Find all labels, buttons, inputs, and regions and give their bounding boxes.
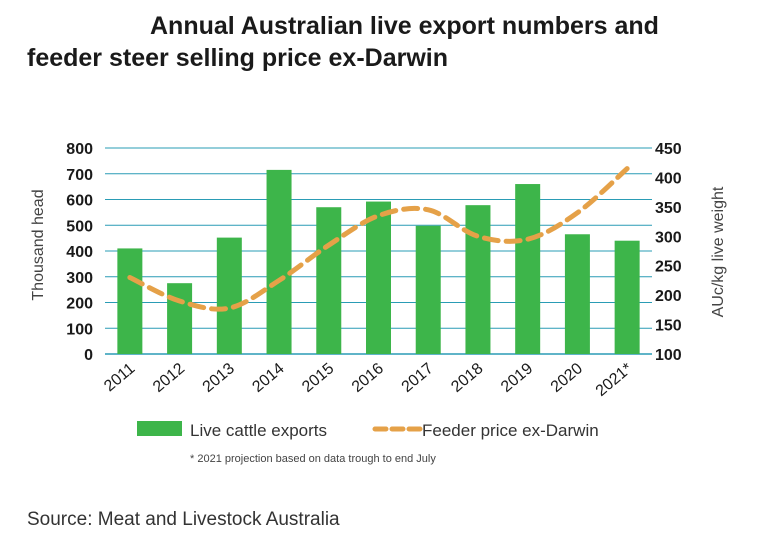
x-tick-label: 2017 bbox=[399, 360, 437, 396]
x-tick-label: 2020 bbox=[548, 360, 586, 396]
left-tick-label: 500 bbox=[66, 218, 93, 235]
bar-2021-proj bbox=[614, 240, 640, 354]
bar-series bbox=[117, 169, 640, 354]
bar-2016 bbox=[366, 201, 391, 354]
left-tick-label: 400 bbox=[66, 244, 93, 261]
x-axis-ticks: 2011 2012 2013 2014 2015 2016 2017 2018 2019 2020… bbox=[101, 360, 636, 400]
x-tick-label: 2021* bbox=[593, 360, 636, 400]
gridlines bbox=[105, 147, 652, 355]
legend-label-line: Feeder price ex-Darwin bbox=[422, 421, 599, 440]
right-tick-label: 400 bbox=[655, 170, 682, 187]
right-tick-label: 200 bbox=[655, 288, 682, 305]
right-tick-label: 100 bbox=[655, 347, 682, 364]
x-tick-label: 2016 bbox=[349, 360, 387, 396]
right-axis-ticks: 100 150 200 250 300 350 400 450 bbox=[655, 141, 682, 364]
legend-label-bars: Live cattle exports bbox=[190, 421, 327, 440]
right-axis-label: AUc/kg live weight bbox=[710, 186, 727, 317]
left-tick-label: 200 bbox=[66, 296, 93, 313]
x-tick-label: 2013 bbox=[200, 360, 238, 396]
line-series bbox=[127, 166, 630, 312]
left-tick-label: 300 bbox=[66, 270, 93, 287]
legend-swatch-bar bbox=[137, 421, 182, 436]
bar-2019 bbox=[515, 184, 541, 354]
left-tick-label: 100 bbox=[66, 321, 93, 338]
right-tick-label: 150 bbox=[655, 318, 682, 335]
bar-2013 bbox=[216, 237, 242, 354]
legend: Live cattle exports Feeder price ex-Darw… bbox=[137, 421, 599, 440]
bar-2020 bbox=[564, 234, 590, 354]
bar-2018 bbox=[465, 205, 491, 354]
x-tick-label: 2012 bbox=[150, 360, 188, 396]
right-tick-label: 450 bbox=[655, 141, 682, 158]
left-axis-ticks: 0 100 200 300 400 500 600 700 800 bbox=[66, 141, 93, 364]
left-tick-label: 600 bbox=[66, 193, 93, 210]
chart-title-line-1: Annual Australian live export numbers an… bbox=[150, 12, 659, 40]
right-tick-label: 350 bbox=[655, 200, 682, 217]
chart: 0 100 200 300 400 500 600 700 800 100 150 200 250 30… bbox=[30, 141, 727, 465]
footnote: * 2021 projection based on data trough t… bbox=[190, 453, 436, 465]
bar-2017 bbox=[415, 225, 441, 354]
left-tick-label: 0 bbox=[84, 347, 93, 364]
right-tick-label: 300 bbox=[655, 229, 682, 246]
feeder-price-line bbox=[127, 166, 630, 312]
chart-title-line-2: feeder steer selling price ex-Darwin bbox=[27, 44, 449, 72]
bar-2015 bbox=[316, 207, 342, 354]
bar-2011 bbox=[117, 248, 143, 354]
source-note: Source: Meat and Livestock Australia bbox=[27, 509, 340, 530]
left-axis-label: Thousand head bbox=[30, 189, 47, 300]
x-tick-label: 2011 bbox=[101, 360, 138, 395]
x-tick-label: 2018 bbox=[448, 360, 486, 396]
bar-2014 bbox=[266, 169, 292, 354]
x-tick-label: 2015 bbox=[299, 360, 337, 396]
x-tick-label: 2019 bbox=[498, 360, 536, 396]
right-tick-label: 250 bbox=[655, 259, 682, 276]
bar-2012 bbox=[167, 283, 193, 354]
left-tick-label: 800 bbox=[66, 141, 93, 158]
x-tick-label: 2014 bbox=[249, 360, 287, 396]
left-tick-label: 700 bbox=[66, 167, 93, 184]
